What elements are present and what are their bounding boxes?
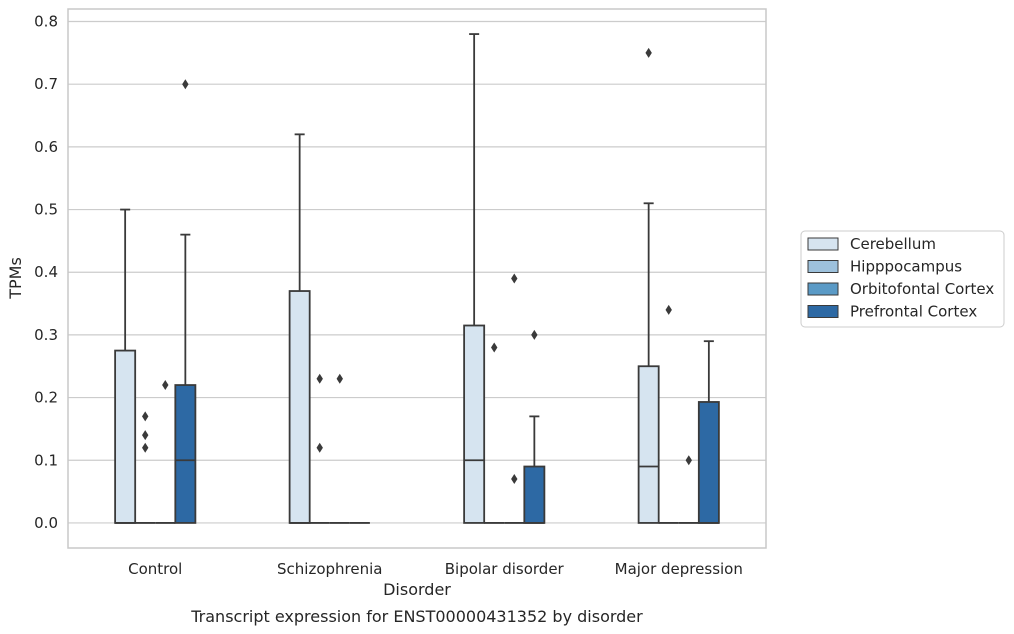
- box: [155, 380, 176, 524]
- category-group: [463, 33, 546, 524]
- outlier-point: [665, 304, 672, 315]
- outlier-point: [142, 430, 149, 441]
- box: [484, 342, 505, 524]
- box: [309, 373, 330, 524]
- box-groups: [114, 33, 720, 524]
- box-body: [637, 365, 660, 524]
- x-tick-label: Major depression: [615, 560, 743, 578]
- outlier-point: [491, 342, 498, 353]
- category-group: [114, 79, 197, 524]
- legend-label: Hipppocampus: [850, 258, 962, 276]
- category-group: [288, 133, 370, 524]
- legend-label: Orbitofontal Cortex: [850, 280, 994, 298]
- y-tick-label: 0.2: [34, 389, 58, 407]
- box-body: [463, 324, 486, 524]
- category-group: [637, 47, 720, 524]
- outlier-point: [142, 411, 149, 422]
- legend-label: Prefrontal Cortex: [850, 303, 977, 321]
- y-tick-label: 0.4: [34, 263, 58, 281]
- box: [288, 133, 311, 524]
- outlier-point: [511, 474, 518, 485]
- legend-swatch: [807, 260, 839, 273]
- box: [174, 79, 197, 524]
- x-tick-label: Bipolar disorder: [445, 560, 565, 578]
- outlier-point: [316, 442, 323, 453]
- legend-label: Cerebellum: [850, 235, 936, 253]
- outlier-point: [182, 79, 189, 90]
- box: [329, 373, 350, 524]
- y-tick-label: 0.8: [34, 13, 58, 31]
- box-body: [288, 290, 311, 524]
- x-axis: Control Schizophrenia Bipolar disorder Majo…: [128, 560, 743, 578]
- y-tick-label: 0.3: [34, 326, 58, 344]
- y-axis: 0.0 0.1 0.2 0.3 0.4 0.5 0.6 0.7 0.8: [34, 13, 58, 532]
- box-body: [523, 465, 546, 524]
- y-tick-label: 0.1: [34, 451, 58, 469]
- box: [637, 47, 660, 524]
- outlier-point: [511, 273, 518, 284]
- outlier-point: [316, 373, 323, 384]
- legend: Cerebellum Hipppocampus Orbitofontal Corte…: [800, 230, 1005, 328]
- legend-swatch: [807, 282, 839, 296]
- box: [678, 455, 699, 524]
- box: [523, 329, 546, 524]
- x-axis-label: Disorder: [383, 580, 451, 599]
- x-tick-label: Control: [128, 560, 182, 578]
- y-tick-label: 0.5: [34, 201, 58, 219]
- x-tick-label: Schizophrenia: [277, 560, 382, 578]
- outlier-point: [142, 442, 149, 453]
- legend-swatch: [807, 305, 839, 318]
- y-tick-label: 0.7: [34, 75, 58, 93]
- legend-swatch: [807, 237, 839, 251]
- plot-frame: [67, 8, 767, 549]
- outlier-point: [531, 329, 538, 340]
- box-body: [174, 384, 197, 524]
- box: [697, 340, 720, 524]
- outlier-point: [336, 373, 343, 384]
- y-axis-label: TPMs: [6, 257, 25, 300]
- outlier-point: [162, 380, 169, 391]
- outlier-point: [685, 455, 692, 466]
- box: [504, 273, 525, 524]
- y-tick-label: 0.6: [34, 138, 58, 156]
- box-body: [697, 401, 720, 524]
- legend-frame: [800, 230, 1005, 328]
- box: [658, 304, 679, 524]
- outlier-point: [645, 47, 652, 58]
- box: [463, 33, 486, 524]
- box: [114, 208, 137, 524]
- box-body: [114, 349, 137, 524]
- chart-title: Transcript expression for ENST0000043135…: [190, 607, 643, 626]
- grid-lines: [68, 20, 766, 524]
- y-tick-label: 0.0: [34, 514, 58, 532]
- box: [135, 411, 156, 524]
